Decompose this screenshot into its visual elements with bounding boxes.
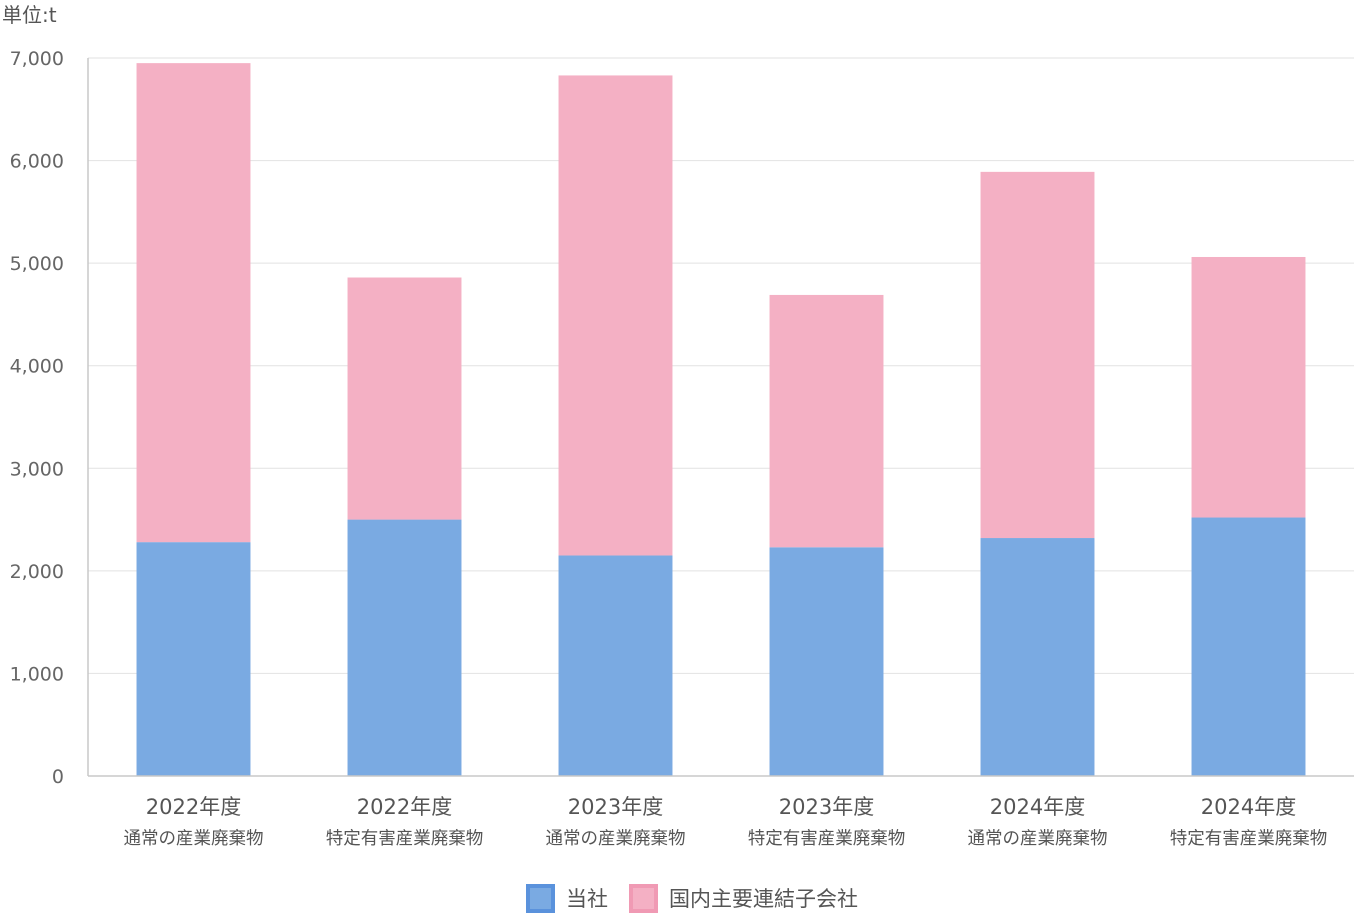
- bar-segment[interactable]: [347, 519, 462, 776]
- bar-segment[interactable]: [980, 171, 1095, 539]
- bar-segment[interactable]: [347, 277, 462, 520]
- axes: [87, 58, 1354, 777]
- unit-label: 単位:t: [2, 3, 57, 27]
- x-tick-label-kind: 通常の産業廃棄物: [546, 829, 686, 849]
- x-tick-label-year: 2024年度: [990, 795, 1085, 819]
- y-tick-label: 7,000: [10, 48, 64, 70]
- legend-label[interactable]: 国内主要連結子会社: [669, 887, 858, 911]
- bar-segment[interactable]: [980, 538, 1095, 776]
- y-tick-label: 0: [52, 766, 64, 788]
- x-tick-label-kind: 特定有害産業廃棄物: [326, 829, 484, 849]
- y-tick-label: 4,000: [10, 356, 64, 378]
- x-tick-label-year: 2023年度: [568, 795, 663, 819]
- legend-swatch-inner: [530, 888, 551, 909]
- x-tick-label-kind: 通常の産業廃棄物: [968, 829, 1108, 849]
- x-tick-label-kind: 通常の産業廃棄物: [124, 829, 264, 849]
- bars: [136, 63, 1306, 776]
- bar-segment[interactable]: [769, 547, 884, 776]
- bar-segment[interactable]: [136, 542, 251, 776]
- bar-segment[interactable]: [136, 63, 251, 543]
- x-tick-label-year: 2022年度: [357, 795, 452, 819]
- y-tick-label: 1,000: [10, 663, 64, 685]
- legend-swatch-inner: [633, 888, 654, 909]
- x-tick-label-year: 2023年度: [779, 795, 874, 819]
- x-tick-label-year: 2024年度: [1201, 795, 1296, 819]
- bar-segment[interactable]: [1191, 517, 1306, 776]
- legend[interactable]: 当社 国内主要連結子会社: [526, 884, 858, 913]
- x-tick-label-kind: 特定有害産業廃棄物: [748, 829, 906, 849]
- legend-label[interactable]: 当社: [566, 887, 608, 911]
- bar-segment[interactable]: [558, 75, 673, 556]
- x-tick-label-year: 2022年度: [146, 795, 241, 819]
- y-tick-label: 2,000: [10, 561, 64, 583]
- bar-segment[interactable]: [769, 294, 884, 548]
- bar-segment[interactable]: [558, 555, 673, 776]
- gridlines: [88, 57, 1354, 674]
- y-tick-labels: 0 1,000 2,000 3,000 4,000 5,000 6,000 7,000: [10, 48, 64, 788]
- y-tick-label: 6,000: [10, 151, 64, 173]
- y-tick-label: 5,000: [10, 253, 64, 275]
- bar-segment[interactable]: [1191, 256, 1306, 518]
- x-tick-label-kind: 特定有害産業廃棄物: [1170, 829, 1328, 849]
- y-tick-label: 3,000: [10, 458, 64, 480]
